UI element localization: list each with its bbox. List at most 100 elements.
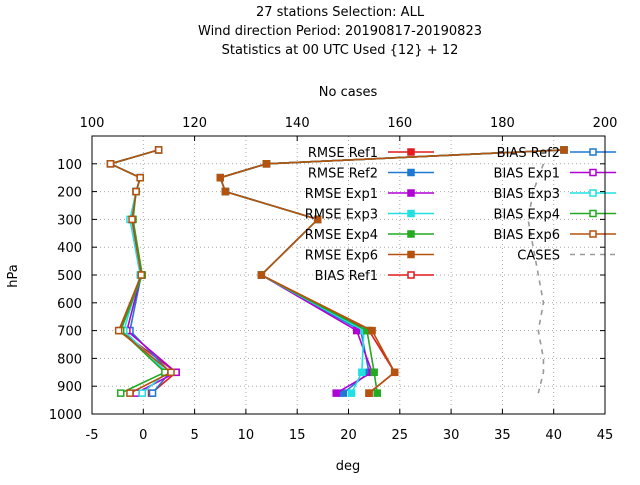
legend-label: RMSE Exp1: [305, 187, 378, 202]
y-tick-label: 800: [57, 352, 82, 367]
legend-entry-rmse-ref2: RMSE Ref2: [308, 167, 434, 182]
plot-frame: [91, 135, 606, 415]
x-tick-label: 20: [340, 428, 357, 443]
legend-label: BIAS Exp6: [494, 228, 560, 243]
y-tick-label: 300: [57, 213, 82, 228]
legend-label: RMSE Exp3: [305, 208, 378, 223]
y-tick-label: 1000: [49, 408, 82, 423]
data-point-rmse-exp6: [216, 173, 224, 182]
x2-tick-label: 160: [387, 116, 412, 131]
x-tick-label: 15: [289, 428, 306, 443]
legend-sample-marker: [407, 189, 415, 197]
legend-sample-marker: [589, 209, 597, 218]
legend-label: BIAS Ref1: [315, 269, 378, 284]
x2-tick-label: 180: [490, 116, 515, 131]
legend: RMSE Ref1 RMSE Ref2 RMSE Exp1 RMSE Exp3 RMSE…: [305, 146, 616, 284]
y-tick-label: 600: [57, 297, 82, 312]
legend-label: CASES: [517, 249, 560, 264]
legend-label: BIAS Exp4: [494, 208, 560, 223]
series-cases: [527, 163, 545, 394]
data-point-rmse-ref2: [339, 389, 348, 397]
legend-label: RMSE Ref1: [308, 146, 378, 161]
y-tick-label: 500: [57, 269, 82, 284]
data-point-bias-exp6: [106, 160, 115, 168]
legend-label: RMSE Exp4: [305, 228, 378, 243]
legend-sample-marker: [589, 230, 597, 238]
legend-label: BIAS Ref2: [497, 146, 560, 161]
legend-label: BIAS Exp1: [494, 167, 560, 182]
y-tick-label: 400: [57, 241, 82, 256]
legend-entry-cases: CASES: [517, 249, 616, 264]
axis-ticks: -5 0 5 10 15 20 25 30 35 40 45 100 120 140 160 180 200 10…: [49, 116, 618, 443]
legend-sample-marker: [589, 168, 597, 177]
x-tick-label: -5: [86, 428, 99, 443]
x2-tick-label: 140: [285, 116, 310, 131]
x2-tick-label: 200: [593, 116, 618, 131]
x-tick-label: 45: [597, 428, 614, 443]
legend-sample-marker: [407, 271, 415, 279]
data-point-bias-exp6: [154, 146, 163, 154]
chart-title-line-2: Wind direction Period: 20190817-20190823: [198, 24, 482, 39]
y-tick-label: 700: [57, 325, 82, 340]
x-axis-label: deg: [336, 459, 361, 474]
legend-entry-bias-exp3: BIAS Exp3: [494, 187, 616, 202]
legend-sample-marker: [407, 148, 415, 156]
x2-tick-label: 120: [182, 116, 207, 131]
legend-entry-rmse-exp3: RMSE Exp3: [305, 208, 434, 223]
legend-entry-bias-exp1: BIAS Exp1: [494, 167, 616, 182]
data-point-rmse-exp6: [221, 187, 230, 196]
data-point-rmse-exp6: [560, 146, 568, 154]
legend-entry-rmse-exp4: RMSE Exp4: [305, 228, 434, 243]
legend-entry-rmse-ref1: RMSE Ref1: [308, 146, 434, 161]
legend-sample-marker: [407, 250, 415, 259]
data-point-rmse-exp6: [390, 368, 399, 377]
data-point-bias-exp6: [132, 187, 140, 196]
series-rmse-exp6: [216, 146, 568, 397]
legend-label: BIAS Exp3: [494, 187, 560, 202]
legend-entry-bias-exp6: BIAS Exp6: [494, 228, 616, 243]
data-point-rmse-exp4: [370, 368, 378, 377]
y-tick-label: 100: [57, 158, 82, 173]
x-tick-label: 40: [545, 428, 562, 443]
legend-entry-bias-exp4: BIAS Exp4: [494, 208, 616, 223]
legend-label: RMSE Ref2: [308, 167, 378, 182]
data-point-rmse-exp3: [347, 389, 356, 397]
y-tick-label: 200: [57, 186, 82, 201]
data-point-bias-exp4: [116, 389, 125, 397]
data-point-rmse-exp6: [368, 326, 376, 335]
legend-sample-marker: [407, 168, 415, 177]
data-point-bias-exp6: [126, 389, 134, 397]
top-axis-label: No cases: [319, 85, 378, 100]
data-point-rmse-exp6: [262, 160, 271, 168]
data-point-bias-exp6: [137, 271, 145, 279]
y-tick-label: 900: [57, 380, 82, 395]
data-point-bias-exp3: [138, 389, 147, 397]
data-point-bias-exp6: [167, 368, 175, 377]
data-point-rmse-exp6: [313, 215, 322, 224]
x2-tick-label: 100: [80, 116, 105, 131]
x-tick-label: 5: [190, 428, 198, 443]
legend-sample-marker: [589, 189, 597, 197]
legend-entry-rmse-exp1: RMSE Exp1: [305, 187, 434, 202]
legend-sample-marker: [407, 230, 415, 238]
legend-entry-bias-ref2: BIAS Ref2: [497, 146, 616, 161]
data-point-rmse-exp3: [358, 368, 366, 377]
data-series: [106, 146, 568, 397]
x-tick-label: 10: [238, 428, 255, 443]
legend-sample-marker: [407, 209, 415, 218]
x-tick-label: 25: [392, 428, 409, 443]
data-point-rmse-exp6: [257, 271, 266, 279]
data-point-bias-exp6: [136, 173, 144, 182]
series-bias-exp6: [106, 146, 175, 397]
data-point-rmse-exp1: [332, 389, 340, 397]
legend-label: RMSE Exp6: [305, 249, 378, 264]
data-point-bias-exp6: [114, 326, 123, 335]
legend-entry-bias-ref1: BIAS Ref1: [315, 269, 434, 284]
data-point-bias-ref2: [148, 389, 157, 397]
x-tick-label: 35: [494, 428, 511, 443]
x-tick-label: 0: [139, 428, 147, 443]
legend-entry-rmse-exp6: RMSE Exp6: [305, 249, 434, 264]
x-tick-label: 30: [443, 428, 460, 443]
data-point-bias-exp6: [128, 215, 136, 224]
